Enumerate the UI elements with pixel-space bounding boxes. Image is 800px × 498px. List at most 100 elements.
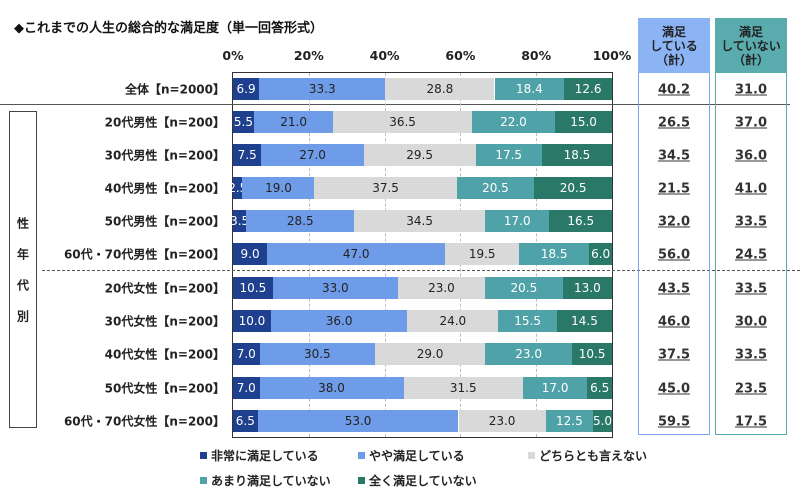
bar-segment: 23.0	[397, 277, 486, 299]
x-tick-label: 20%	[293, 48, 324, 63]
legend-swatch	[200, 452, 207, 459]
data-label: 5.5	[233, 115, 253, 129]
summary-value: 33.5	[734, 214, 768, 230]
bar-segment: 2.5	[228, 177, 247, 199]
bar-segment: 53.0	[257, 410, 459, 432]
bar-segment: 15.5	[498, 310, 558, 332]
bar-segment: 33.3	[259, 78, 386, 100]
bar-segment: 19.0	[242, 177, 315, 199]
row-label: 40代男性【n=200】	[104, 181, 225, 196]
row-label: 50代男性【n=200】	[104, 214, 225, 229]
x-tick-label: 80%	[521, 48, 552, 63]
bar-segment: 23.0	[458, 410, 546, 432]
bar-segment: 7.5	[233, 144, 262, 166]
data-label: 15.0	[570, 115, 597, 129]
x-tick-label: 40%	[369, 48, 400, 63]
data-label: 7.5	[237, 148, 257, 162]
row-label: 60代・70代女性【n=200】	[63, 414, 225, 429]
data-label: 17.0	[541, 381, 569, 395]
summary-header-line: している	[650, 38, 698, 53]
data-label: 17.0	[503, 214, 531, 228]
summary-header-line: （計）	[655, 52, 692, 67]
row-label: 40代女性【n=200】	[104, 347, 225, 362]
summary-value: 17.5	[734, 414, 768, 430]
summary-value: 33.5	[734, 281, 768, 297]
bar-segment: 10.5	[572, 343, 612, 365]
bar-segment: 17.0	[485, 210, 550, 232]
bar-segment: 5.0	[593, 410, 612, 432]
row-label: 50代女性【n=200】	[104, 381, 225, 396]
data-label: 18.5	[540, 247, 568, 261]
data-label: 28.5	[286, 214, 314, 228]
legend-label: 非常に満足している	[211, 449, 319, 463]
summary-value: 21.5	[657, 181, 691, 197]
legend-label: やや満足している	[369, 449, 465, 463]
legend-item: あまり満足していない	[200, 472, 331, 489]
summary-value: 59.5	[657, 414, 691, 430]
bar-segment: 7.0	[233, 377, 260, 399]
data-label: 20.5	[482, 181, 509, 195]
bar-segment: 18.4	[494, 78, 565, 100]
x-tick-label: 60%	[445, 48, 476, 63]
bar-segment: 6.5	[233, 410, 258, 432]
bar-segment: 29.0	[375, 343, 486, 365]
summary-value: 41.0	[734, 181, 768, 197]
legend-label: どちらとも言えない	[539, 449, 648, 463]
bar-segment: 37.5	[314, 177, 457, 199]
bar-segment: 34.5	[354, 210, 486, 232]
data-label: 6.0	[591, 247, 611, 261]
data-label: 36.0	[325, 314, 353, 328]
data-label: 36.5	[389, 115, 416, 129]
bar-segment: 20.5	[485, 277, 563, 299]
data-label: 3.5	[230, 214, 250, 228]
bar-segment: 30.5	[259, 343, 376, 365]
legend-label: 全く満足していない	[369, 474, 477, 488]
data-label: 28.8	[426, 82, 454, 96]
legend-item: どちらとも言えない	[528, 447, 647, 464]
data-label: 6.5	[235, 414, 255, 428]
bar-segment: 14.5	[557, 310, 612, 332]
bar-segment: 10.5	[233, 277, 273, 299]
header-separator-line	[0, 104, 790, 105]
data-label: 38.0	[318, 381, 345, 395]
data-label: 23.0	[515, 347, 542, 361]
bar-segment: 36.0	[270, 310, 408, 332]
bar-segment: 28.8	[385, 78, 495, 100]
data-label: 10.5	[239, 281, 267, 295]
data-label: 29.5	[406, 148, 433, 162]
bar-segment: 18.5	[519, 243, 590, 265]
data-label: 47.0	[342, 247, 370, 261]
legend-item: 非常に満足している	[200, 447, 319, 464]
data-label: 16.5	[567, 214, 595, 228]
summary-value: 37.0	[734, 115, 768, 131]
bar-segment: 6.9	[233, 78, 260, 100]
bar-segment: 24.0	[407, 310, 499, 332]
data-label: 6.9	[236, 82, 256, 96]
data-label: 18.5	[563, 148, 591, 162]
bar-segment: 38.0	[259, 377, 404, 399]
data-label: 20.5	[510, 281, 538, 295]
bar-segment: 20.5	[534, 177, 612, 199]
bar-segment: 3.5	[230, 210, 250, 232]
summary-value: 56.0	[657, 247, 691, 263]
data-label: 5.0	[592, 414, 613, 428]
data-label: 14.5	[571, 314, 598, 328]
bar-segment: 16.5	[549, 210, 612, 232]
bar-segment: 17.0	[522, 377, 588, 399]
bar-segment: 27.0	[261, 144, 364, 166]
legend-swatch	[528, 452, 535, 459]
data-label: 53.0	[344, 414, 372, 428]
plot-area	[232, 72, 613, 438]
data-label: 31.5	[449, 381, 477, 395]
legend-swatch	[358, 477, 365, 484]
bar-segment: 23.0	[485, 343, 573, 365]
legend-swatch	[200, 477, 207, 484]
bar-segment: 19.5	[445, 243, 520, 265]
data-label: 19.0	[265, 181, 292, 195]
bar-segment: 47.0	[267, 243, 446, 265]
bar-segment: 6.5	[587, 377, 612, 399]
bar-segment: 6.0	[589, 243, 612, 265]
data-label: 34.5	[406, 214, 433, 228]
bar-segment: 5.5	[233, 111, 254, 133]
